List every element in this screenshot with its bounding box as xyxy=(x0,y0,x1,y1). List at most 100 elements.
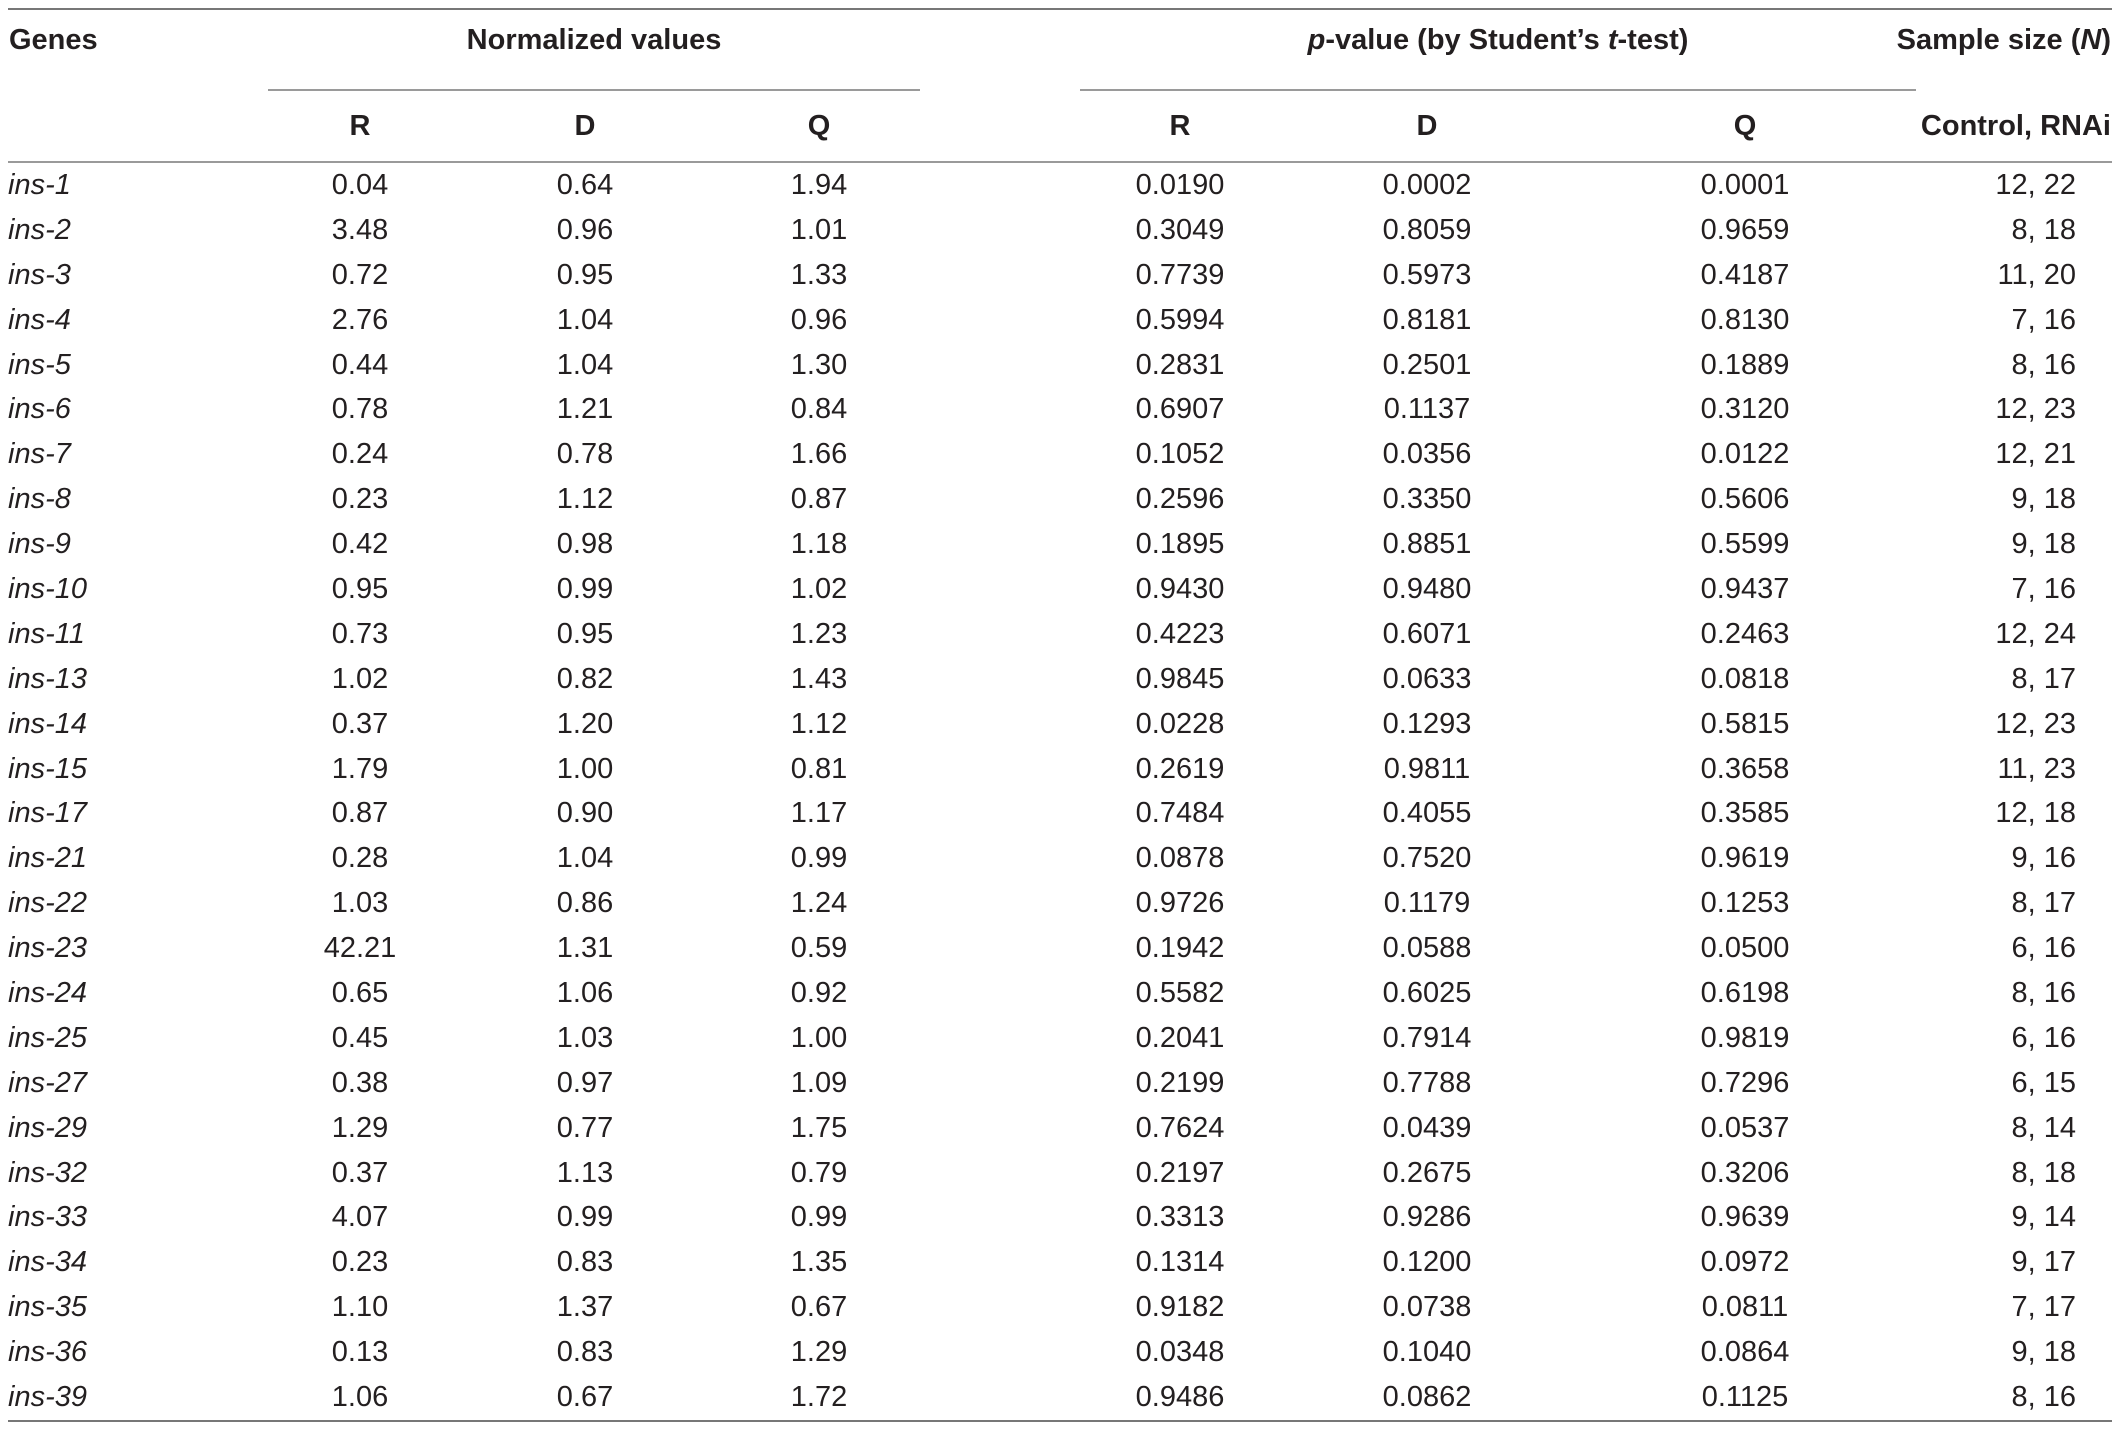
sample-size-cell: 8, 16 xyxy=(2011,348,2077,381)
normalized-q-cell: 1.01 xyxy=(790,213,848,246)
pvalue-q-cell: 0.9639 xyxy=(1700,1201,1790,1234)
sample-size-cell: 11, 23 xyxy=(1997,752,2076,785)
table-row: ins-4 2.76 1.04 0.96 0.5994 0.8181 0.8130 7, 16 xyxy=(8,298,2112,343)
normalized-r-cell: 2.76 xyxy=(331,303,389,336)
normalized-d-cell: 1.04 xyxy=(556,303,614,336)
pvalue-d-cell: 0.1293 xyxy=(1382,707,1472,740)
pvalue-r-cell: 0.1942 xyxy=(1135,932,1225,965)
header-r: R xyxy=(248,91,472,163)
pvalue-r-cell: 0.5582 xyxy=(1135,976,1225,1009)
gap-cell xyxy=(940,1195,1060,1240)
normalized-r-cell: 0.44 xyxy=(331,348,389,381)
normalized-d-cell: 1.06 xyxy=(556,976,614,1009)
normalized-values-label: Normalized values xyxy=(466,24,722,56)
normalized-r-cell: 1.29 xyxy=(331,1111,389,1144)
normalized-d-cell: 1.20 xyxy=(556,707,614,740)
table-row: ins-27 0.38 0.97 1.09 0.2199 0.7788 0.7296 6, 1… xyxy=(8,1061,2112,1106)
pvalue-r-cell: 0.2197 xyxy=(1135,1156,1225,1189)
gene-cell: ins-9 xyxy=(8,528,71,561)
gene-cell: ins-8 xyxy=(8,483,71,516)
normalized-q-cell: 0.81 xyxy=(790,752,848,785)
normalized-r-cell: 0.95 xyxy=(331,572,389,605)
gap-cell xyxy=(940,1240,1060,1285)
normalized-r-cell: 0.37 xyxy=(331,707,389,740)
sample-size-cell: 11, 20 xyxy=(1997,258,2076,291)
table-row: ins-11 0.73 0.95 1.23 0.4223 0.6071 0.2463 12, … xyxy=(8,612,2112,657)
pvalue-label-t: t xyxy=(1607,24,1618,56)
pvalue-r-cell: 0.2619 xyxy=(1135,752,1225,785)
gene-cell: ins-7 xyxy=(8,438,71,471)
pvalue-r-cell: 0.3049 xyxy=(1135,213,1225,246)
pvalue-q-cell: 0.7296 xyxy=(1700,1066,1790,1099)
sample-size-cell: 6, 15 xyxy=(2011,1066,2077,1099)
pvalue-q-cell: 0.4187 xyxy=(1700,258,1790,291)
pvalue-d-cell: 0.0002 xyxy=(1382,168,1472,201)
normalized-r-cell: 0.78 xyxy=(331,393,389,426)
normalized-d-cell: 0.86 xyxy=(556,887,614,920)
gap-cell xyxy=(940,343,1060,388)
pvalue-q-cell: 0.0818 xyxy=(1700,662,1790,695)
table-row: ins-6 0.78 1.21 0.84 0.6907 0.1137 0.3120 12, 2… xyxy=(8,387,2112,432)
table-row: ins-25 0.45 1.03 1.00 0.2041 0.7914 0.9819 6, 1… xyxy=(8,1016,2112,1061)
gap-cell xyxy=(940,791,1060,836)
pvalue-d-cell: 0.9286 xyxy=(1382,1201,1472,1234)
pvalue-d-cell: 0.0356 xyxy=(1382,438,1472,471)
table-row: ins-7 0.24 0.78 1.66 0.1052 0.0356 0.0122 12, 2… xyxy=(8,432,2112,477)
gene-cell: ins-25 xyxy=(8,1021,87,1054)
gap-cell xyxy=(940,747,1060,792)
pvalue-d-cell: 0.0738 xyxy=(1382,1291,1472,1324)
pvalue-d-cell: 0.0439 xyxy=(1382,1111,1472,1144)
sample-size-cell: 8, 18 xyxy=(2011,1156,2077,1189)
normalized-r-cell: 1.02 xyxy=(331,662,389,695)
pvalue-r-cell: 0.4223 xyxy=(1135,617,1225,650)
normalized-d-cell: 1.12 xyxy=(556,483,614,516)
pvalue-label-p: p xyxy=(1307,24,1326,56)
gap-cell xyxy=(940,432,1060,477)
pvalue-q-cell: 0.3120 xyxy=(1700,393,1790,426)
sample-size-cell: 12, 23 xyxy=(1995,707,2076,740)
header-genes-blank xyxy=(8,91,248,163)
sample-size-cell: 9, 14 xyxy=(2011,1201,2077,1234)
normalized-q-cell: 0.67 xyxy=(790,1291,848,1324)
pvalue-r-cell: 0.3313 xyxy=(1135,1201,1225,1234)
pvalue-d-cell: 0.7914 xyxy=(1382,1021,1472,1054)
gene-cell: ins-3 xyxy=(8,258,71,291)
pvalue-q-cell: 0.9619 xyxy=(1700,842,1790,875)
sample-size-cell: 12, 18 xyxy=(1995,797,2076,830)
pvalue-r-cell: 0.9726 xyxy=(1135,887,1225,920)
sample-size-cell: 12, 21 xyxy=(1995,438,2076,471)
normalized-r-cell: 4.07 xyxy=(331,1201,389,1234)
normalized-d-cell: 0.97 xyxy=(556,1066,614,1099)
pvalue-q-cell: 0.0972 xyxy=(1700,1246,1790,1279)
normalized-q-cell: 1.17 xyxy=(790,797,848,830)
table-row: ins-22 1.03 0.86 1.24 0.9726 0.1179 0.1253 8, 1… xyxy=(8,881,2112,926)
normalized-d-cell: 1.00 xyxy=(556,752,614,785)
normalized-d-cell: 1.04 xyxy=(556,348,614,381)
pvalue-q-cell: 0.2463 xyxy=(1700,617,1790,650)
normalized-d-cell: 0.82 xyxy=(556,662,614,695)
gap-cell xyxy=(940,1061,1060,1106)
normalized-d-cell: 1.37 xyxy=(556,1291,614,1324)
pvalue-q-cell: 0.0122 xyxy=(1700,438,1790,471)
normalized-d-cell: 0.99 xyxy=(556,1201,614,1234)
sample-size-cell: 12, 22 xyxy=(1995,168,2076,201)
table-row: ins-5 0.44 1.04 1.30 0.2831 0.2501 0.1889 8, 16 xyxy=(8,343,2112,388)
table-row: ins-24 0.65 1.06 0.92 0.5582 0.6025 0.6198 8, 1… xyxy=(8,971,2112,1016)
gap-cell xyxy=(940,253,1060,298)
gene-cell: ins-17 xyxy=(8,797,87,830)
pvalue-r-cell: 0.0878 xyxy=(1135,842,1225,875)
pvalue-d-cell: 0.1137 xyxy=(1383,393,1471,426)
normalized-r-cell: 0.13 xyxy=(331,1336,389,1369)
gene-cell: ins-23 xyxy=(8,932,87,965)
table-row: ins-35 1.10 1.37 0.67 0.9182 0.0738 0.0811 7, 1… xyxy=(8,1285,2112,1330)
pvalue-r-cell: 0.7739 xyxy=(1135,258,1225,291)
pvalue-d-cell: 0.0862 xyxy=(1300,1375,1554,1422)
normalized-d-cell: 1.21 xyxy=(556,393,614,426)
pvalue-q-cell: 0.1253 xyxy=(1700,887,1790,920)
normalized-d-cell: 0.78 xyxy=(556,438,614,471)
normalized-r-cell: 0.04 xyxy=(331,168,389,201)
normalized-d-cell: 0.83 xyxy=(556,1336,614,1369)
pvalue-d-cell: 0.0588 xyxy=(1382,932,1472,965)
gap-cell xyxy=(940,1151,1060,1196)
normalized-r-cell: 1.03 xyxy=(331,887,389,920)
